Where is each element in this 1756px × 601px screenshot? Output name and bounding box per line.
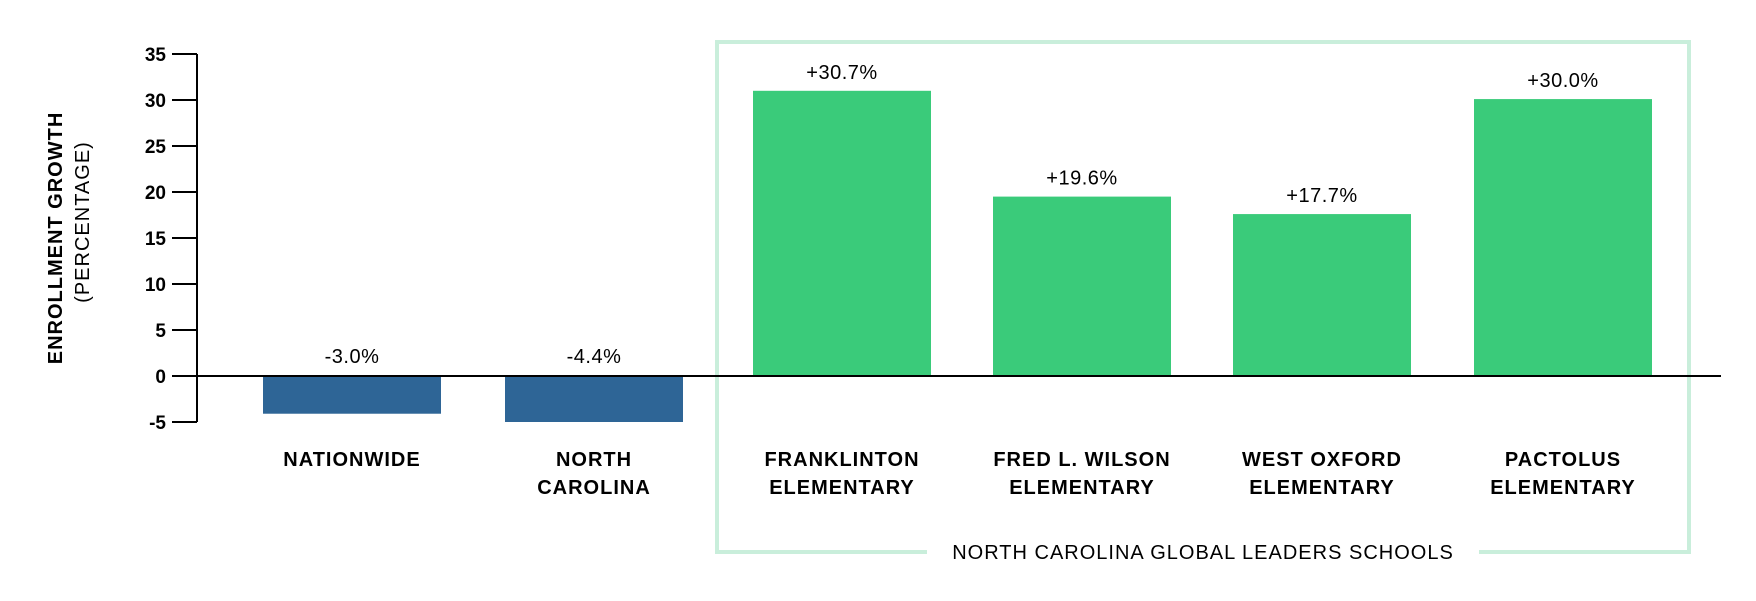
category-label: NORTH <box>556 449 632 471</box>
category-label: NATIONWIDE <box>283 449 420 471</box>
y-tick-label: 5 <box>155 321 166 342</box>
bar <box>505 376 683 422</box>
y-tick-label: 25 <box>145 137 167 158</box>
category-label: PACTOLUS <box>1505 449 1621 471</box>
category-label: ELEMENTARY <box>1490 477 1636 499</box>
category-label: ELEMENTARY <box>769 477 915 499</box>
y-tick-label: 35 <box>145 45 167 66</box>
group-caption: NORTH CAROLINA GLOBAL LEADERS SCHOOLS <box>952 542 1454 564</box>
category-label: WEST OXFORD <box>1242 449 1402 471</box>
category-label: FRANKLINTON <box>764 449 919 471</box>
y-tick-label: -5 <box>149 413 166 434</box>
y-axis-subtitle: (PERCENTAGE) <box>72 141 94 303</box>
y-axis-title: ENROLLMENT GROWTH <box>45 112 67 365</box>
bar <box>1474 99 1652 376</box>
data-label: +17.7% <box>1286 185 1357 207</box>
y-tick-label: 30 <box>145 91 166 112</box>
category-label: ELEMENTARY <box>1009 477 1155 499</box>
y-tick-label: 15 <box>145 229 167 250</box>
data-label: -4.4% <box>567 346 622 368</box>
data-label: +19.6% <box>1046 168 1117 190</box>
category-label: CAROLINA <box>537 477 651 499</box>
bar <box>753 90 931 377</box>
group-frame <box>715 40 1691 554</box>
category-label: FRED L. WILSON <box>993 449 1170 471</box>
category-label: ELEMENTARY <box>1249 477 1395 499</box>
y-tick-label: 10 <box>145 275 166 296</box>
bar <box>263 376 441 414</box>
data-label: -3.0% <box>325 346 380 368</box>
y-tick-label: 0 <box>155 367 166 388</box>
y-tick-label: 20 <box>145 183 166 204</box>
bar <box>1233 214 1411 376</box>
data-label: +30.0% <box>1527 70 1598 92</box>
data-label: +30.7% <box>806 62 877 84</box>
bar <box>993 196 1171 376</box>
